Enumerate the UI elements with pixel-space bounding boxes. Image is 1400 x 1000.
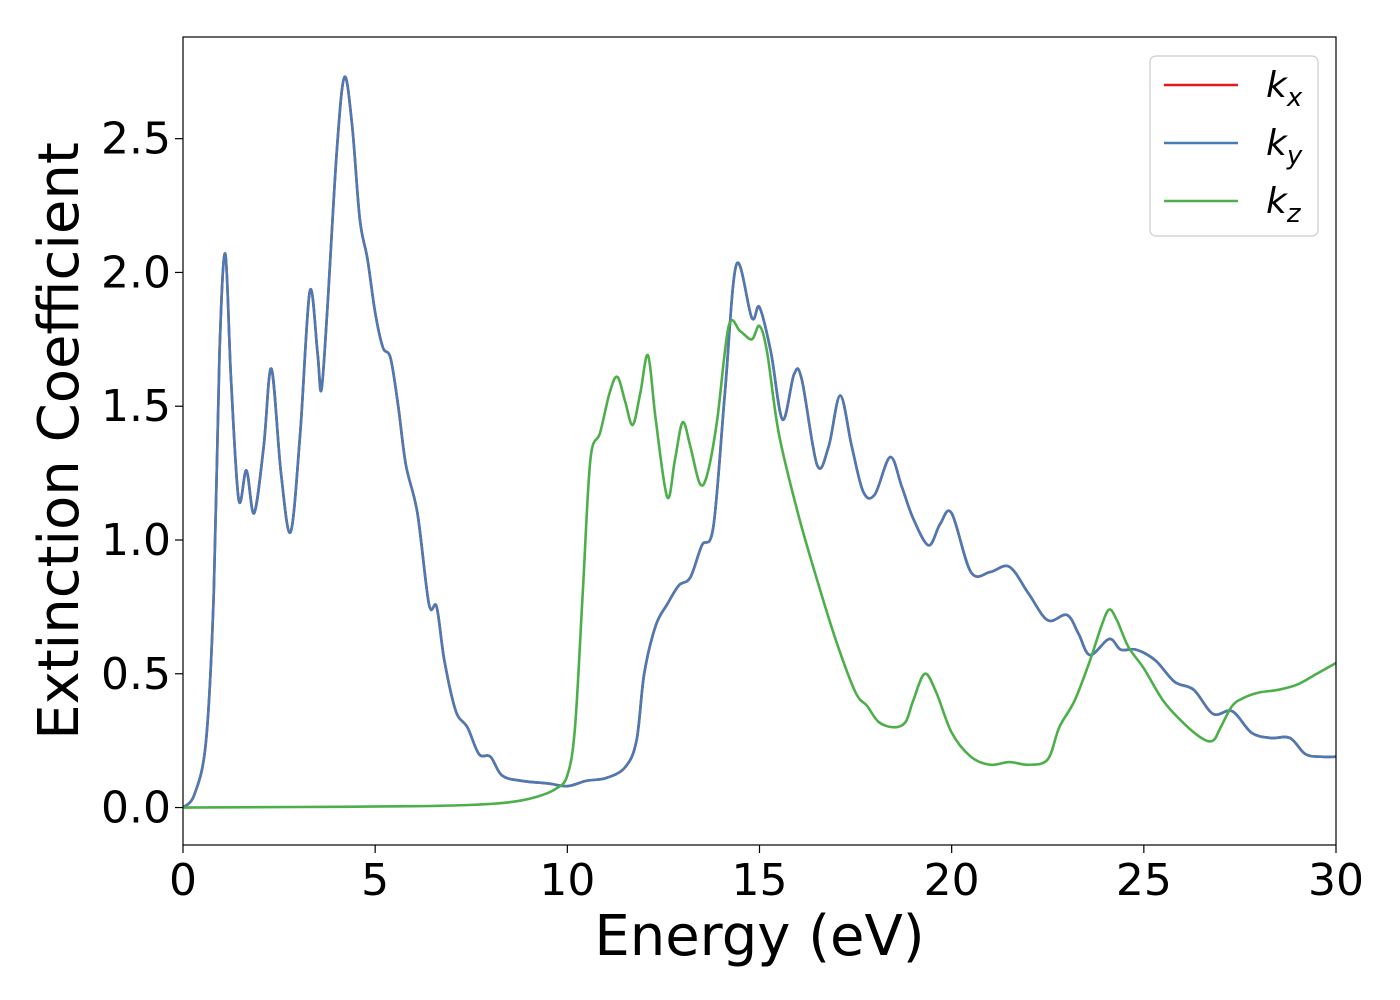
legend-label-sub: x [1286, 83, 1303, 113]
x-tick-label: 15 [732, 855, 788, 906]
legend-label-kx: kx [1266, 65, 1303, 113]
x-tick-label: 5 [361, 855, 389, 906]
x-axis: 0 5 10 15 20 25 30 [169, 845, 1364, 906]
y-axis: 0.0 0.5 1.0 1.5 2.0 2.5 [101, 114, 183, 834]
x-tick-label: 25 [1116, 855, 1172, 906]
x-axis-label: Energy (eV) [594, 904, 924, 969]
y-tick-label: 0.5 [101, 649, 171, 700]
y-axis-label: Extinction Coefficient [27, 142, 92, 740]
legend-label-main: k [1266, 65, 1289, 106]
plot-lines [183, 75, 1336, 809]
series-line-kz [183, 318, 1336, 809]
y-tick-label: 2.5 [101, 114, 171, 165]
y-tick-label: 1.0 [101, 515, 171, 566]
legend-box [1149, 55, 1319, 237]
legend-label-main: k [1266, 123, 1289, 164]
x-tick-label: 20 [924, 855, 980, 906]
legend-label-sub: z [1286, 199, 1302, 229]
legend-label-ky: ky [1266, 123, 1303, 171]
x-tick-label: 30 [1308, 855, 1364, 906]
y-tick-label: 1.5 [101, 381, 171, 432]
legend-label-main: k [1266, 181, 1289, 222]
series-line-ky [183, 75, 1336, 809]
x-tick-label: 0 [169, 855, 197, 906]
y-tick-label: 2.0 [101, 247, 171, 298]
legend-label-kz: kz [1266, 181, 1302, 229]
x-tick-label: 10 [539, 855, 595, 906]
y-tick-label: 0.0 [101, 783, 171, 834]
legend-label-sub: y [1286, 141, 1303, 171]
